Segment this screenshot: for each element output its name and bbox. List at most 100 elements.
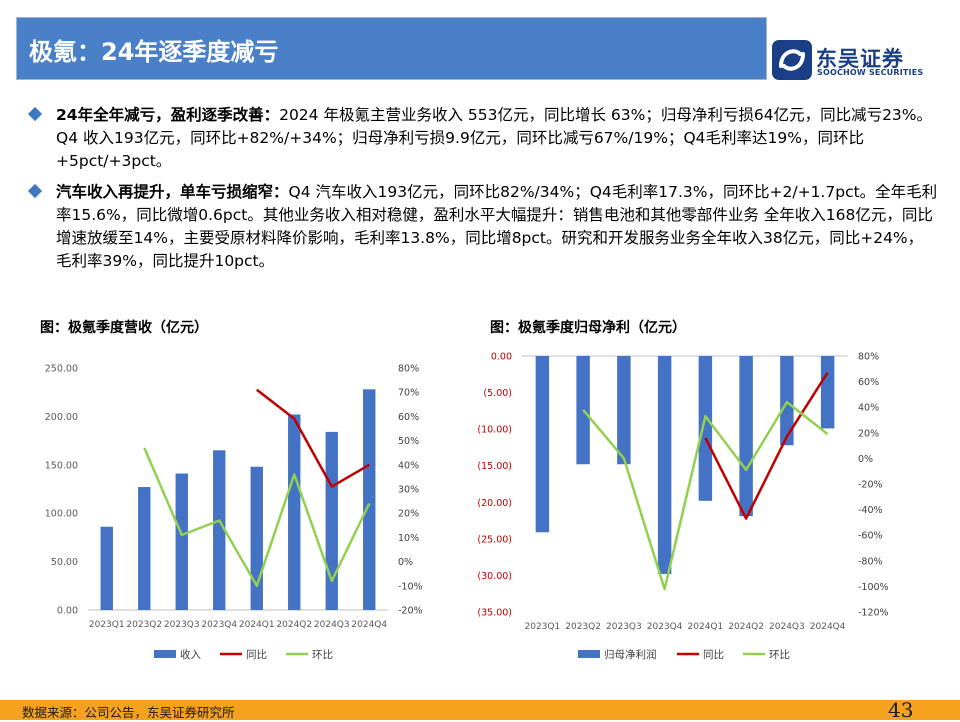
right-axis-tick-label: -20%: [398, 606, 423, 617]
bar: [363, 389, 376, 610]
right-axis-tick-label: -20%: [858, 480, 883, 491]
x-tick-label: 2024Q4: [351, 620, 387, 630]
bullet-text: Q4 汽车收入193亿元，同环比82%/34%；Q4毛利率17.3%，同环比+2…: [56, 183, 938, 270]
bullet-list: 24年全年减亏，盈利逐季改善：2024 年极氪主营业务收入 553亿元，同比增长…: [27, 104, 938, 281]
left-axis-tick-label: (5.00): [483, 388, 512, 399]
bar: [698, 356, 713, 501]
right-axis-tick-label: 40%: [398, 460, 419, 471]
bullet-item: 汽车收入再提升，单车亏损缩窄：Q4 汽车收入193亿元，同环比82%/34%；Q…: [27, 181, 938, 273]
right-axis-tick-label: 30%: [398, 485, 419, 496]
bar: [820, 356, 835, 429]
footer-bar: 数据来源：公司公告，东吴证券研究所: [0, 700, 960, 720]
x-tick-label: 2024Q1: [239, 620, 275, 630]
bullet-heading: 24年全年减亏，盈利逐季改善：: [56, 106, 280, 124]
page-number: 43: [888, 698, 914, 722]
left-axis-tick-label: (25.00): [477, 534, 512, 545]
revenue-chart: 0.00 50.00 100.00 150.00 200.00 250.00 -20% -10…: [45, 364, 423, 662]
bar: [250, 466, 263, 610]
logo-text-en: SOOCHOW SECURITIES: [817, 68, 924, 77]
bar: [288, 414, 301, 610]
right-axis-tick-label: 60%: [858, 377, 879, 388]
legend-label: 同比: [246, 648, 267, 661]
bullet-heading: 汽车收入再提升，单车亏损缩窄：: [56, 183, 289, 201]
left-axis-tick-label: (15.00): [477, 461, 512, 472]
series-line-qoq: [582, 400, 829, 591]
x-tick-label: 2024Q3: [314, 620, 350, 630]
right-axis-tick-label: -120%: [858, 608, 889, 619]
right-axis-tick-label: 50%: [398, 436, 419, 447]
right-axis-tick-label: 40%: [858, 403, 879, 414]
left-axis-tick-label: 50.00: [51, 557, 78, 568]
right-axis-tick-label: 0%: [398, 557, 413, 568]
left-axis-tick-label: 200.00: [45, 412, 78, 423]
x-tick-label: 2023Q3: [164, 620, 200, 630]
right-axis-tick-label: -10%: [398, 581, 423, 592]
series-line-yoy: [256, 388, 370, 488]
company-logo: 东吴证券 SOOCHOW SECURITIES: [772, 40, 952, 80]
right-axis-tick-label: 0%: [858, 454, 873, 465]
legend-label: 收入: [180, 648, 201, 661]
legend-label: 归母净利润: [604, 648, 657, 661]
right-axis-tick-label: 10%: [398, 533, 419, 544]
right-axis-tick-label: 70%: [398, 388, 419, 399]
bullet-item: 24年全年减亏，盈利逐季改善：2024 年极氪主营业务收入 553亿元，同比增长…: [27, 104, 938, 173]
bar: [213, 450, 226, 610]
x-tick-label: 2024Q2: [728, 622, 764, 632]
bullet-text: 2024 年极氪主营业务收入 553亿元，同比增长 63%；归母净利亏损64亿元…: [56, 106, 933, 170]
bar: [100, 526, 113, 610]
right-axis-tick-label: 20%: [858, 428, 879, 439]
right-axis-tick-label: 80%: [858, 352, 879, 363]
legend-swatch: [154, 650, 176, 658]
right-axis-tick-label: -80%: [858, 556, 883, 567]
chart-title-revenue: 图：极氪季度营收（亿元）: [40, 320, 208, 336]
left-axis-tick-label: (30.00): [477, 571, 512, 582]
x-tick-label: 2024Q1: [688, 622, 724, 632]
right-axis-tick-label: -100%: [858, 582, 889, 593]
left-axis-tick-label: 100.00: [45, 509, 78, 520]
right-axis-tick-label: 20%: [398, 509, 419, 520]
x-tick-label: 2023Q2: [565, 622, 601, 632]
bar: [138, 487, 151, 610]
x-tick-label: 2024Q3: [769, 622, 805, 632]
page-title: 极氪：24年逐季度减亏: [29, 38, 279, 66]
bar: [617, 356, 631, 465]
legend-label: 环比: [312, 648, 333, 661]
legend-label: 同比: [703, 648, 724, 661]
bar: [739, 356, 753, 517]
x-tick-label: 2023Q3: [606, 622, 642, 632]
x-tick-label: 2023Q4: [201, 620, 237, 630]
title-bar: 极氪：24年逐季度减亏: [16, 17, 767, 80]
right-axis-tick-label: -40%: [858, 505, 883, 516]
x-tick-label: 2024Q4: [810, 622, 846, 632]
bar: [657, 356, 672, 574]
left-axis-tick-label: 0.00: [57, 606, 78, 617]
bar: [175, 473, 188, 610]
left-axis-tick-label: (10.00): [477, 425, 512, 436]
left-axis-tick-label: (20.00): [477, 498, 512, 509]
soochow-logo-icon: [772, 40, 812, 80]
bar: [325, 431, 338, 610]
bar: [780, 356, 794, 446]
x-tick-label: 2023Q1: [89, 620, 125, 630]
source-note: 数据来源：公司公告，东吴证券研究所: [22, 705, 235, 720]
chart-title-net-profit: 图：极氪季度归母净利（亿元）: [490, 320, 686, 336]
legend-swatch: [578, 650, 600, 658]
left-axis-tick-label: 150.00: [45, 460, 78, 471]
x-tick-label: 2023Q2: [126, 620, 162, 630]
diamond-bullet-icon: [27, 183, 43, 199]
logo-text-cn: 东吴证券: [816, 47, 904, 71]
series-line-qoq: [143, 447, 371, 588]
right-axis-tick-label: 60%: [398, 412, 419, 423]
left-axis-tick-label: 0.00: [491, 352, 512, 363]
right-axis-tick-label: 80%: [398, 364, 419, 375]
left-axis-tick-label: (35.00): [477, 608, 512, 619]
left-axis-tick-label: 250.00: [45, 364, 78, 375]
net-profit-chart: (35.00) (30.00) (25.00) (20.00) (15.00) (10.0…: [477, 352, 889, 662]
right-axis-tick-label: -60%: [858, 531, 883, 542]
bar: [535, 356, 550, 533]
diamond-bullet-icon: [27, 106, 43, 122]
legend-label: 环比: [769, 648, 790, 661]
x-tick-label: 2023Q4: [647, 622, 683, 632]
series-line-yoy: [704, 371, 829, 520]
x-tick-label: 2023Q1: [525, 622, 561, 632]
